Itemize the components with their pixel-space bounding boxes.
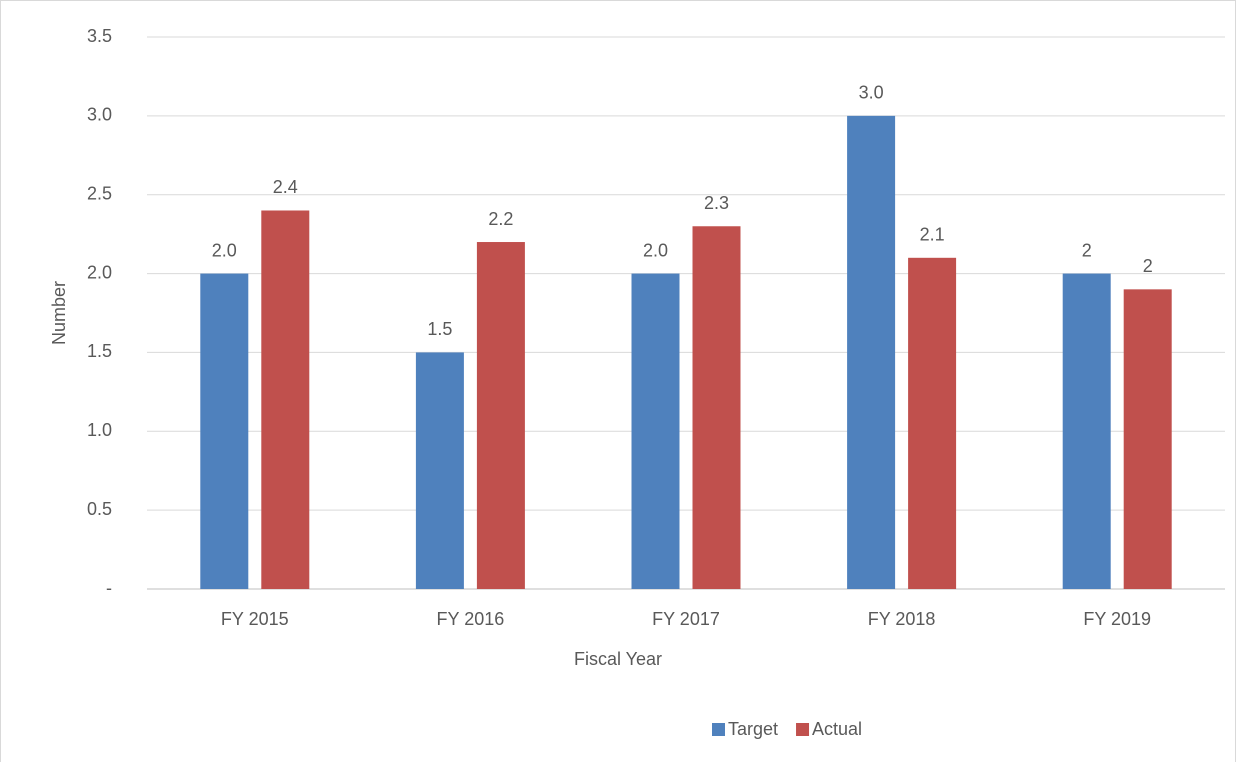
bar bbox=[692, 226, 741, 589]
x-axis-label: Fiscal Year bbox=[574, 649, 662, 669]
value-label: 2.1 bbox=[920, 225, 945, 245]
value-label: 2.0 bbox=[212, 240, 237, 260]
bar bbox=[200, 273, 249, 589]
y-tick-label: 3.0 bbox=[87, 105, 112, 125]
y-tick-label: 3.5 bbox=[87, 26, 112, 46]
value-label: 1.5 bbox=[427, 319, 452, 339]
x-tick-label: FY 2019 bbox=[1083, 609, 1151, 629]
value-label: 3.0 bbox=[859, 83, 884, 103]
x-tick-label: FY 2018 bbox=[868, 609, 936, 629]
y-tick-label: - bbox=[106, 578, 112, 598]
y-tick-label: 2.5 bbox=[87, 183, 112, 203]
legend-swatch bbox=[796, 723, 810, 736]
y-tick-label: 0.5 bbox=[87, 499, 112, 519]
y-axis-label: Number bbox=[49, 281, 69, 345]
y-tick-label: 1.0 bbox=[87, 420, 112, 440]
bar bbox=[1123, 289, 1172, 589]
x-tick-label: FY 2016 bbox=[437, 609, 505, 629]
bar bbox=[908, 257, 957, 589]
bar bbox=[476, 242, 525, 589]
x-tick-label: FY 2017 bbox=[652, 609, 720, 629]
value-label: 2.3 bbox=[704, 193, 729, 213]
value-label: 2.0 bbox=[643, 240, 668, 260]
value-label: 2.4 bbox=[273, 177, 298, 197]
bar bbox=[631, 273, 680, 589]
bar bbox=[1062, 273, 1111, 589]
bar bbox=[261, 210, 310, 589]
bar bbox=[415, 352, 464, 589]
value-label: 2 bbox=[1143, 256, 1153, 276]
legend-label: Target bbox=[728, 719, 778, 739]
legend-swatch bbox=[712, 723, 725, 736]
x-tick-label: FY 2015 bbox=[221, 609, 289, 629]
value-label: 2.2 bbox=[488, 209, 513, 229]
y-tick-label: 2.0 bbox=[87, 262, 112, 282]
y-tick-label: 1.5 bbox=[87, 341, 112, 361]
legend-label: Actual bbox=[812, 719, 862, 739]
value-label: 2 bbox=[1082, 240, 1092, 260]
bar bbox=[847, 115, 896, 589]
